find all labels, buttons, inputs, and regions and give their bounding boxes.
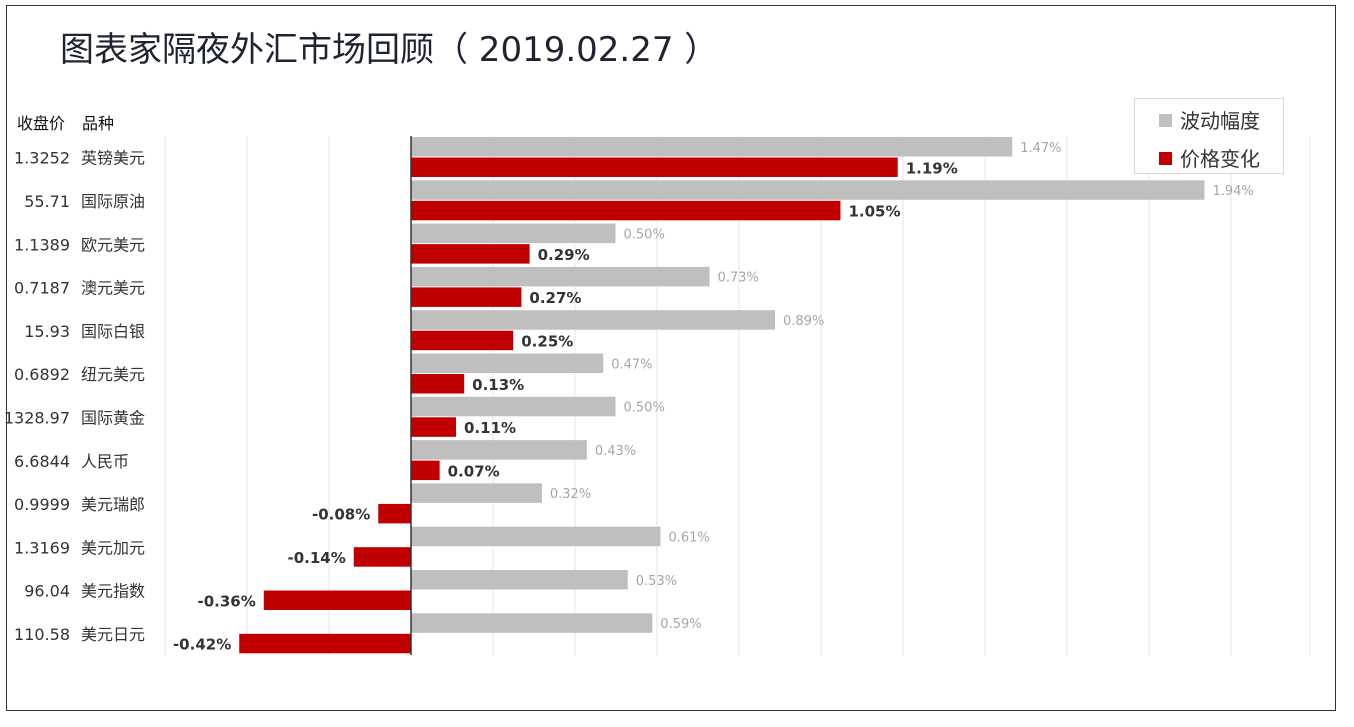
data-label-volatility: 0.43% — [595, 444, 636, 459]
bar-price-change — [411, 287, 522, 307]
category-label: 英镑美元 — [81, 149, 145, 168]
bar-price-change — [411, 244, 530, 264]
data-label-price-change: -0.36% — [197, 592, 255, 610]
bar-price-change — [263, 590, 411, 610]
bar-volatility — [411, 223, 616, 244]
legend-swatch-change — [1159, 152, 1172, 165]
bar-price-change — [353, 547, 411, 567]
data-label-volatility: 0.50% — [624, 227, 665, 242]
legend: 波动幅度 价格变化 — [1134, 98, 1284, 174]
data-label-price-change: 1.05% — [848, 203, 900, 221]
close-price-label: 6.6844 — [14, 452, 70, 471]
bar-volatility — [411, 353, 604, 373]
chart-title: 图表家隔夜外汇市场回顾（ 2019.02.27 ） — [60, 30, 719, 70]
close-price-label: 0.7187 — [14, 279, 70, 298]
close-price-label: 15.93 — [24, 322, 70, 341]
header-close-price: 收盘价 — [17, 114, 66, 133]
bar-price-change — [378, 503, 411, 524]
close-price-label: 0.6892 — [14, 365, 70, 384]
close-price-label: 1.3252 — [14, 149, 70, 168]
close-price-label: 110.58 — [14, 625, 70, 644]
data-label-price-change: 0.13% — [472, 376, 524, 394]
bar-volatility — [411, 396, 616, 417]
header-item: 品种 — [82, 114, 115, 133]
category-label: 欧元美元 — [81, 235, 145, 254]
data-label-volatility: 0.32% — [550, 487, 591, 502]
close-price-label: 0.9999 — [14, 495, 70, 514]
legend-item-change: 价格变化 — [1159, 143, 1260, 172]
legend-swatch-volatility — [1159, 114, 1172, 127]
category-label: 国际黄金 — [81, 408, 145, 427]
bar-price-change — [411, 157, 898, 177]
bar-volatility — [411, 180, 1205, 200]
close-price-label: 96.04 — [24, 582, 70, 601]
legend-item-volatility: 波动幅度 — [1159, 105, 1260, 134]
category-label: 美元指数 — [81, 582, 145, 601]
legend-label-change: 价格变化 — [1180, 147, 1260, 171]
bar-volatility — [411, 526, 661, 547]
close-price-label: 55.71 — [24, 192, 70, 211]
data-label-volatility: 0.89% — [783, 314, 824, 329]
chart-frame — [6, 5, 1336, 711]
bar-volatility — [411, 570, 628, 590]
category-label: 美元加元 — [81, 538, 145, 557]
data-label-volatility: 0.73% — [718, 271, 759, 286]
close-price-label: 1328.97 — [4, 408, 70, 427]
data-label-volatility: 0.59% — [660, 617, 701, 632]
bar-volatility — [411, 266, 710, 287]
data-label-price-change: 0.25% — [521, 332, 573, 350]
category-label: 纽元美元 — [81, 365, 145, 384]
data-label-price-change: -0.08% — [312, 506, 370, 524]
category-label: 澳元美元 — [81, 279, 145, 298]
bar-price-change — [411, 417, 456, 437]
data-label-volatility: 1.94% — [1212, 184, 1253, 199]
data-label-price-change: 0.27% — [529, 289, 581, 307]
bar-price-change — [239, 633, 411, 654]
data-label-volatility: 0.47% — [611, 357, 652, 372]
close-price-label: 1.3169 — [14, 538, 70, 557]
bar-volatility — [411, 310, 776, 330]
data-label-price-change: 0.29% — [538, 246, 590, 264]
data-label-volatility: 0.61% — [668, 530, 709, 545]
data-label-price-change: 1.19% — [906, 159, 958, 177]
category-label: 国际白银 — [81, 322, 145, 341]
category-label: 人民币 — [81, 452, 129, 471]
category-label: 美元瑞郎 — [81, 495, 145, 514]
category-label: 美元日元 — [81, 625, 145, 644]
data-label-volatility: 1.47% — [1020, 141, 1061, 156]
legend-label-volatility: 波动幅度 — [1180, 109, 1260, 133]
bar-price-change — [411, 460, 440, 481]
bar-volatility — [411, 440, 587, 460]
data-label-price-change: -0.14% — [287, 549, 345, 567]
category-label: 国际原油 — [81, 192, 145, 211]
bar-price-change — [411, 200, 841, 221]
data-label-price-change: -0.42% — [173, 636, 231, 654]
bar-volatility — [411, 613, 653, 633]
bar-volatility — [411, 483, 542, 503]
close-price-label: 1.1389 — [14, 235, 70, 254]
data-label-volatility: 0.50% — [624, 401, 665, 416]
bar-volatility — [411, 137, 1013, 157]
data-label-volatility: 0.53% — [636, 574, 677, 589]
bar-price-change — [411, 374, 465, 394]
data-label-price-change: 0.11% — [464, 419, 516, 437]
bar-price-change — [411, 330, 514, 351]
data-label-price-change: 0.07% — [448, 462, 500, 480]
